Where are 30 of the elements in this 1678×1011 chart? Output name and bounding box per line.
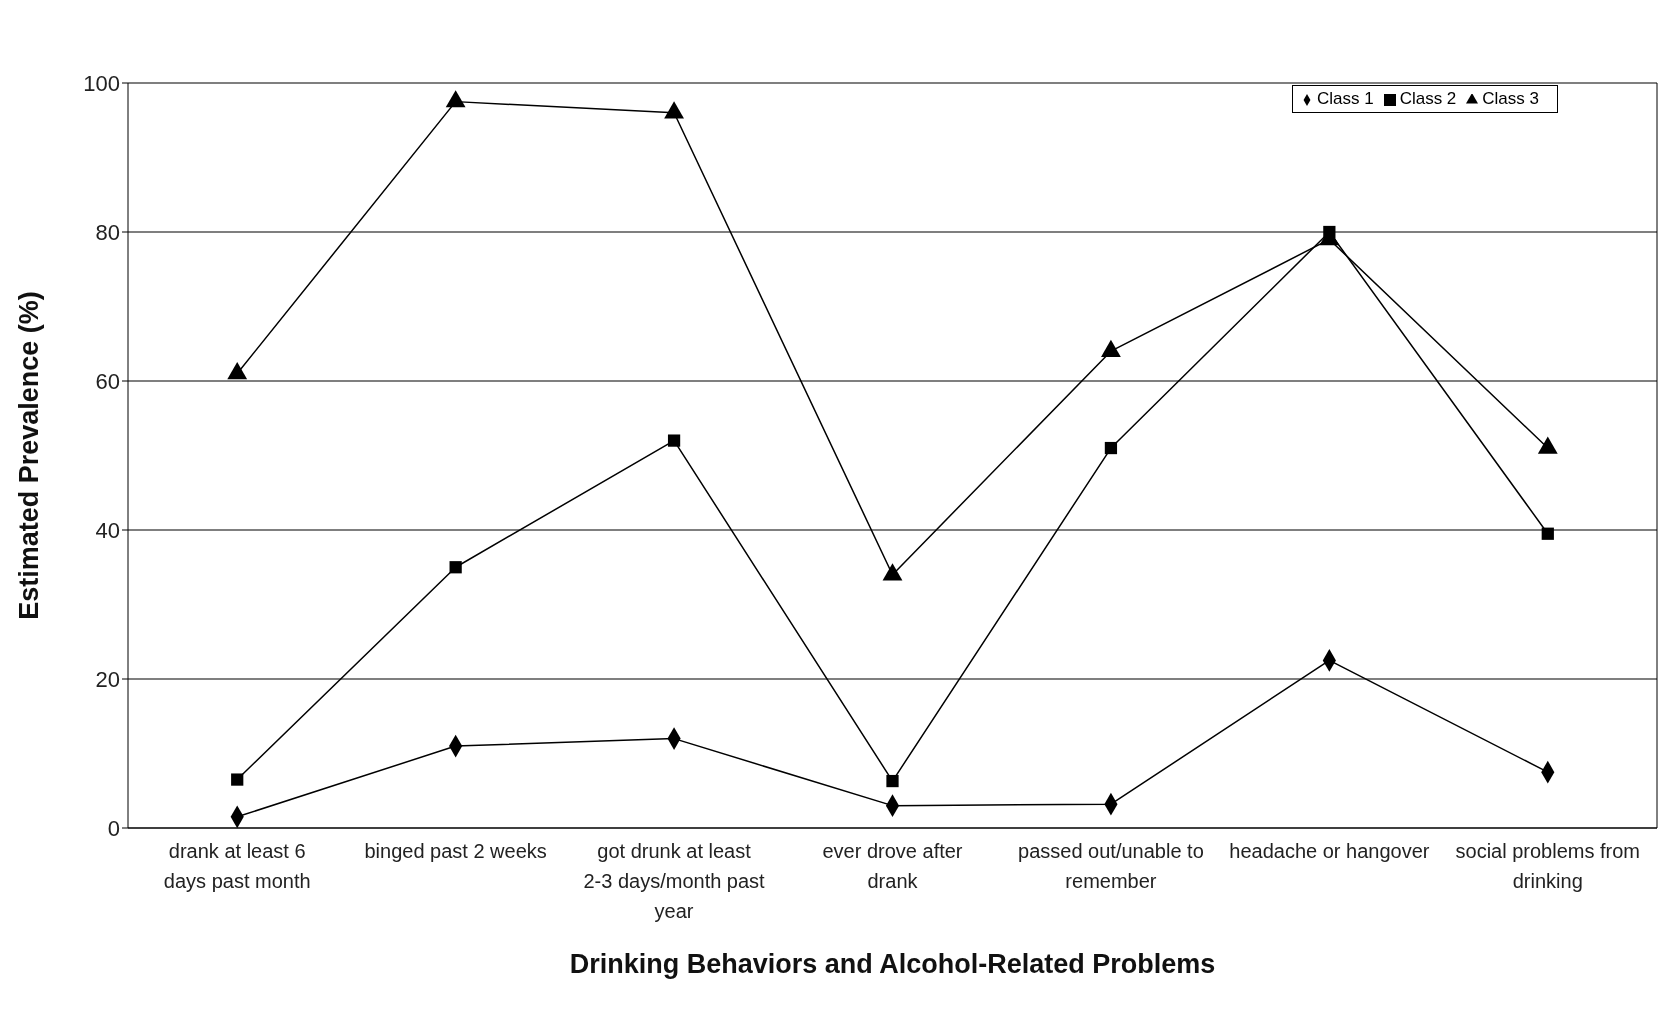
x-tick-label: headache or hangover [1229,840,1430,862]
point [886,774,899,788]
y-axis-title: Estimated Prevalence (%) [13,291,44,620]
y-tick-label: 100 [83,70,120,96]
x-tick-label: social problems from drinking [1455,840,1641,892]
y-tick-label: 20 [95,666,120,692]
x-tick-label: binged past 2 weeks [364,840,547,862]
point [882,563,903,581]
point [664,101,684,119]
x-tick-label: drank at least 6 days past month [163,840,311,892]
y-tick-label: 60 [95,368,120,394]
point [449,561,462,574]
y-tick-label: 0 [107,815,120,841]
y-tick-label: 80 [95,219,120,245]
x-tick-label: passed out/unable to remember [1018,840,1204,892]
x-axis-title: Drinking Behaviors and Alcohol-Related Problems [569,949,1216,979]
y-tick-label: 40 [95,517,120,543]
legend-label: Class 2 [1399,89,1457,108]
point [1537,436,1558,454]
point [1101,339,1121,357]
x-tick-label: ever drove after drank [822,840,963,892]
point [227,362,248,380]
x-tick-label: got drunk at least 2-3 days/month past year [583,840,766,922]
point [667,434,681,447]
point [231,773,244,786]
legend-label: Class 3 [1482,89,1539,108]
point [1541,527,1554,540]
legend-label: Class 1 [1316,89,1374,108]
point [445,90,466,108]
point [1104,441,1118,455]
